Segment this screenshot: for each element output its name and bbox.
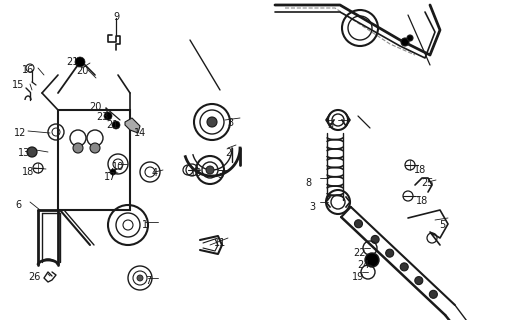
Circle shape: [137, 275, 143, 281]
Text: 15: 15: [12, 80, 24, 90]
Text: 6: 6: [15, 200, 21, 210]
Text: 8: 8: [304, 178, 310, 188]
Text: 22: 22: [353, 248, 365, 258]
Text: 17: 17: [104, 172, 116, 182]
Circle shape: [364, 253, 378, 267]
Text: 4: 4: [152, 168, 158, 178]
Circle shape: [207, 117, 216, 127]
Bar: [58, 110, 130, 210]
Text: 20: 20: [89, 102, 101, 112]
Text: 3: 3: [227, 118, 233, 128]
Text: 14: 14: [133, 128, 146, 138]
Text: 18: 18: [413, 165, 426, 175]
Text: 7: 7: [145, 276, 151, 286]
Circle shape: [371, 236, 378, 244]
Text: 3: 3: [326, 120, 332, 130]
Text: 21: 21: [66, 57, 78, 67]
Circle shape: [406, 35, 412, 41]
Text: 9: 9: [112, 12, 119, 22]
Circle shape: [75, 57, 85, 67]
Circle shape: [73, 143, 83, 153]
Text: 19: 19: [351, 272, 363, 282]
Text: 10: 10: [111, 162, 124, 172]
Text: 21: 21: [105, 120, 118, 130]
Circle shape: [112, 121, 120, 129]
Circle shape: [400, 263, 407, 271]
Polygon shape: [125, 118, 140, 133]
Text: 2: 2: [224, 148, 231, 158]
Circle shape: [429, 290, 437, 298]
Text: 12: 12: [14, 128, 26, 138]
Text: 13: 13: [18, 148, 30, 158]
Text: 3: 3: [216, 170, 222, 180]
Text: 18: 18: [415, 196, 427, 206]
Text: 16: 16: [22, 65, 34, 75]
Text: 25: 25: [421, 178, 433, 188]
Text: 5: 5: [438, 220, 444, 230]
Text: 1: 1: [142, 220, 148, 230]
Circle shape: [104, 112, 112, 120]
Circle shape: [400, 38, 408, 46]
Circle shape: [354, 220, 362, 228]
Text: 20: 20: [76, 66, 88, 76]
Text: 3: 3: [308, 202, 315, 212]
Text: 18: 18: [22, 167, 34, 177]
Text: 18: 18: [189, 168, 202, 178]
Text: 26: 26: [28, 272, 40, 282]
Circle shape: [385, 249, 393, 257]
Circle shape: [27, 147, 37, 157]
Circle shape: [110, 169, 116, 175]
Circle shape: [206, 166, 214, 174]
Circle shape: [90, 143, 100, 153]
Text: 11: 11: [213, 238, 225, 248]
Text: 23: 23: [96, 112, 108, 122]
Text: 24: 24: [356, 260, 369, 270]
Circle shape: [414, 276, 422, 284]
